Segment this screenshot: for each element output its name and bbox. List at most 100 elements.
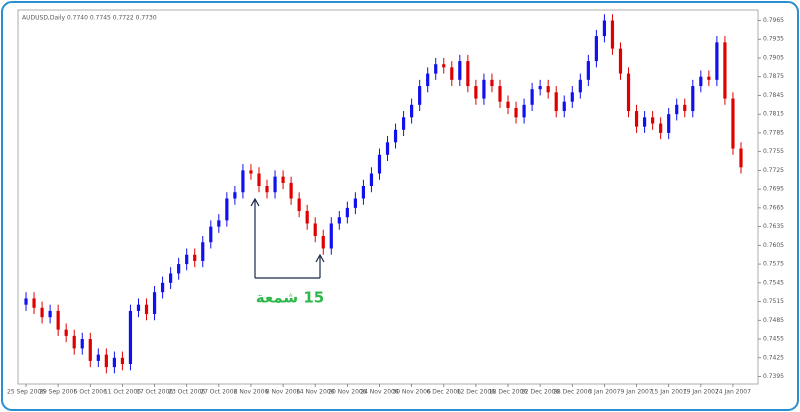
- candle-body: [651, 117, 655, 124]
- chart-title: AUDUSD,Daily 0.7740 0.7745 0.7722 0.7730: [22, 15, 157, 22]
- candle-body: [594, 36, 598, 62]
- candle-body: [48, 310, 52, 318]
- candle-body: [442, 64, 446, 68]
- y-tick-label: 0.7635: [763, 223, 784, 230]
- candle-body: [177, 264, 181, 274]
- x-tick-label: 8 Nov 2006: [266, 389, 301, 396]
- candle-body: [683, 104, 687, 112]
- x-tick-label: 12 Dec 2006: [457, 389, 496, 396]
- candle-body: [707, 76, 711, 80]
- candle-body: [337, 217, 341, 224]
- candle-body: [490, 79, 494, 87]
- candle-body: [321, 235, 325, 249]
- x-tick-label: 20 Nov 2006: [328, 389, 367, 396]
- candle-body: [201, 242, 205, 261]
- x-tick-label: 5 Oct 2006: [74, 389, 107, 396]
- y-tick-label: 0.7455: [763, 336, 784, 343]
- candle-body: [626, 73, 631, 112]
- candle-body: [305, 210, 309, 224]
- x-tick-label: 9 Jan 2007: [620, 389, 652, 396]
- candle-body: [739, 148, 743, 168]
- candle-body: [80, 339, 84, 349]
- y-tick-label: 0.7755: [763, 148, 784, 155]
- candle-body: [675, 104, 679, 115]
- candle-body: [699, 76, 703, 87]
- candle-body: [667, 114, 671, 133]
- candle-body: [410, 104, 414, 118]
- candle-body: [369, 173, 374, 187]
- candle-body: [249, 170, 253, 174]
- candle-body: [538, 86, 542, 90]
- candle-body: [482, 79, 486, 99]
- candle-body: [514, 107, 518, 118]
- candle-body: [40, 307, 44, 318]
- y-tick-label: 0.7725: [763, 167, 784, 174]
- candle-body: [634, 111, 639, 127]
- x-tick-label: 23 Oct 2006: [168, 389, 205, 396]
- candle-body: [313, 223, 317, 236]
- y-tick-label: 0.7395: [763, 373, 784, 380]
- candle-body: [289, 182, 293, 199]
- candle-body: [618, 48, 623, 74]
- candle-body: [450, 67, 454, 80]
- x-tick-label: 30 Nov 2006: [392, 389, 431, 396]
- candle-body: [578, 79, 582, 93]
- y-tick-label: 0.7485: [763, 317, 784, 324]
- candle-body: [418, 86, 422, 105]
- candle-body: [586, 61, 590, 80]
- x-tick-label: 27 Oct 2006: [200, 389, 237, 396]
- candle-body: [329, 223, 333, 249]
- candle-body: [610, 20, 615, 49]
- candle-body: [152, 292, 157, 315]
- y-tick-label: 0.7665: [763, 204, 784, 211]
- candle-body: [112, 357, 116, 368]
- x-tick-label: 25 Sep 2006: [7, 389, 45, 396]
- x-tick-label: 2 Nov 2006: [234, 389, 269, 396]
- y-tick-label: 0.7965: [763, 17, 784, 24]
- annotation-text: 15 شمعة: [256, 289, 324, 307]
- y-tick-label: 0.7605: [763, 242, 784, 249]
- y-tick-label: 0.7695: [763, 186, 784, 193]
- candle-body: [225, 198, 229, 221]
- y-tick-label: 0.7845: [763, 92, 784, 99]
- candle-body: [642, 117, 647, 127]
- x-tick-label: 6 Dec 2006: [426, 389, 461, 396]
- y-tick-label: 0.7425: [763, 354, 784, 361]
- x-tick-label: 17 Oct 2006: [136, 389, 173, 396]
- candle-body: [723, 42, 727, 99]
- candle-body: [136, 304, 141, 311]
- x-tick-label: 29 Sep 2006: [39, 389, 77, 396]
- candle-body: [217, 220, 221, 227]
- candle-body: [562, 101, 566, 112]
- annotation: [250, 197, 325, 279]
- candle-body: [522, 104, 526, 118]
- arrow: [250, 197, 260, 278]
- y-tick-label: 0.7815: [763, 111, 784, 118]
- y-tick-label: 0.7515: [763, 298, 784, 305]
- candle-body: [241, 170, 245, 193]
- candle-body: [169, 273, 173, 283]
- candle-body: [377, 154, 382, 174]
- x-tick-label: 19 Jan 2007: [683, 389, 719, 396]
- candle-body: [56, 310, 60, 330]
- candle-body: [185, 254, 189, 265]
- candle-body: [104, 354, 108, 368]
- x-tick-label: 28 Dec 2006: [553, 389, 592, 396]
- y-tick-label: 0.7545: [763, 279, 784, 286]
- candle-body: [498, 86, 502, 102]
- x-tick-label: 11 Oct 2006: [104, 389, 141, 396]
- candle-body: [257, 173, 261, 187]
- candle-body: [361, 186, 366, 199]
- y-tick-label: 0.7785: [763, 129, 784, 136]
- x-tick-label: 15 Jan 2007: [651, 389, 687, 396]
- x-tick-label: 18 Dec 2006: [489, 389, 528, 396]
- arrow: [315, 253, 325, 278]
- candle-body: [466, 61, 470, 87]
- candle-body: [458, 61, 462, 80]
- candle-body: [393, 129, 398, 143]
- candle-body: [193, 254, 197, 261]
- candle-body: [353, 198, 357, 208]
- candle-body: [715, 42, 719, 80]
